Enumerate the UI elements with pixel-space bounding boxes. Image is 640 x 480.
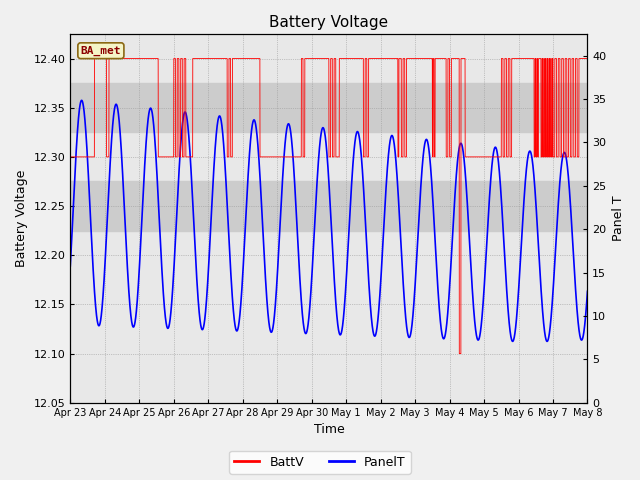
X-axis label: Time: Time — [314, 423, 344, 436]
Bar — [70, 181, 588, 231]
Bar — [70, 83, 588, 132]
Title: Battery Voltage: Battery Voltage — [269, 15, 388, 30]
Text: BA_met: BA_met — [81, 46, 121, 56]
Legend: BattV, PanelT: BattV, PanelT — [229, 451, 411, 474]
Y-axis label: Battery Voltage: Battery Voltage — [15, 169, 28, 267]
Y-axis label: Panel T: Panel T — [612, 195, 625, 241]
